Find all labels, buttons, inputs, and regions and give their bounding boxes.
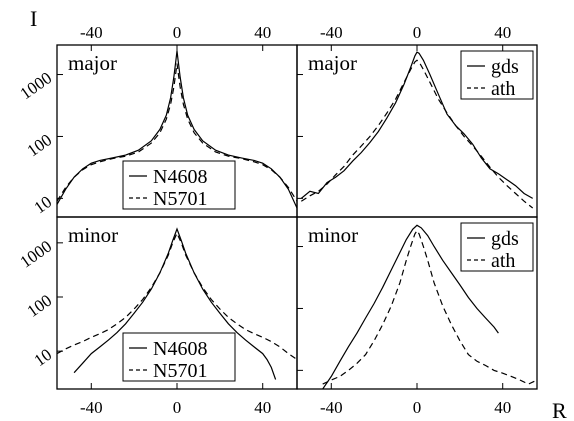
legend-box [122, 332, 236, 382]
panel-title: minor [308, 223, 358, 247]
series-line-n5701 [57, 63, 297, 202]
x-tick-label: -40 [80, 398, 103, 417]
legend-label-n5701: N5701 [153, 360, 207, 382]
y-tick-label: 1000 [17, 237, 56, 272]
series-line-gds [322, 224, 499, 389]
legend-label-gds: gds [491, 228, 519, 250]
legend-label-gds: gds [491, 56, 519, 78]
series-line-n4608 [57, 50, 297, 209]
x-tick-label: 40 [494, 23, 511, 42]
panel-title: major [68, 51, 117, 75]
x-tick-label: 0 [173, 398, 182, 417]
x-tick-label: -40 [80, 23, 103, 42]
x-tick-label: -40 [320, 23, 343, 42]
panel-title: major [308, 51, 357, 75]
x-tick-label: 0 [413, 398, 422, 417]
panel-title: minor [68, 223, 118, 247]
legend-box [122, 160, 236, 210]
legend-label-n4608: N4608 [153, 166, 207, 188]
y-tick-label: 100 [24, 130, 56, 160]
x-tick-label: 0 [413, 23, 422, 42]
x-axis-symbol: R [552, 398, 567, 421]
y-tick-label: 100 [24, 291, 56, 321]
y-tick-label: 1000 [17, 68, 56, 103]
series-line-ath [322, 229, 537, 385]
legend-box [460, 222, 534, 272]
y-tick-label: 10 [30, 192, 55, 217]
y-tick-label: 10 [30, 345, 55, 370]
x-tick-label: 40 [254, 23, 271, 42]
legend-box [460, 50, 534, 100]
y-axis-symbol: I [30, 6, 37, 31]
legend-label-n5701: N5701 [153, 188, 207, 210]
series-line-ath [300, 59, 534, 209]
legend-label-ath: ath [491, 78, 515, 100]
x-tick-label: 40 [494, 398, 511, 417]
x-tick-label: 40 [254, 398, 271, 417]
series-line-n4608 [73, 227, 277, 380]
x-tick-label: 0 [173, 23, 182, 42]
legend-label-n4608: N4608 [153, 338, 207, 360]
x-tick-label: -40 [320, 398, 343, 417]
series-line-gds [300, 51, 533, 199]
legend-label-ath: ath [491, 250, 515, 272]
